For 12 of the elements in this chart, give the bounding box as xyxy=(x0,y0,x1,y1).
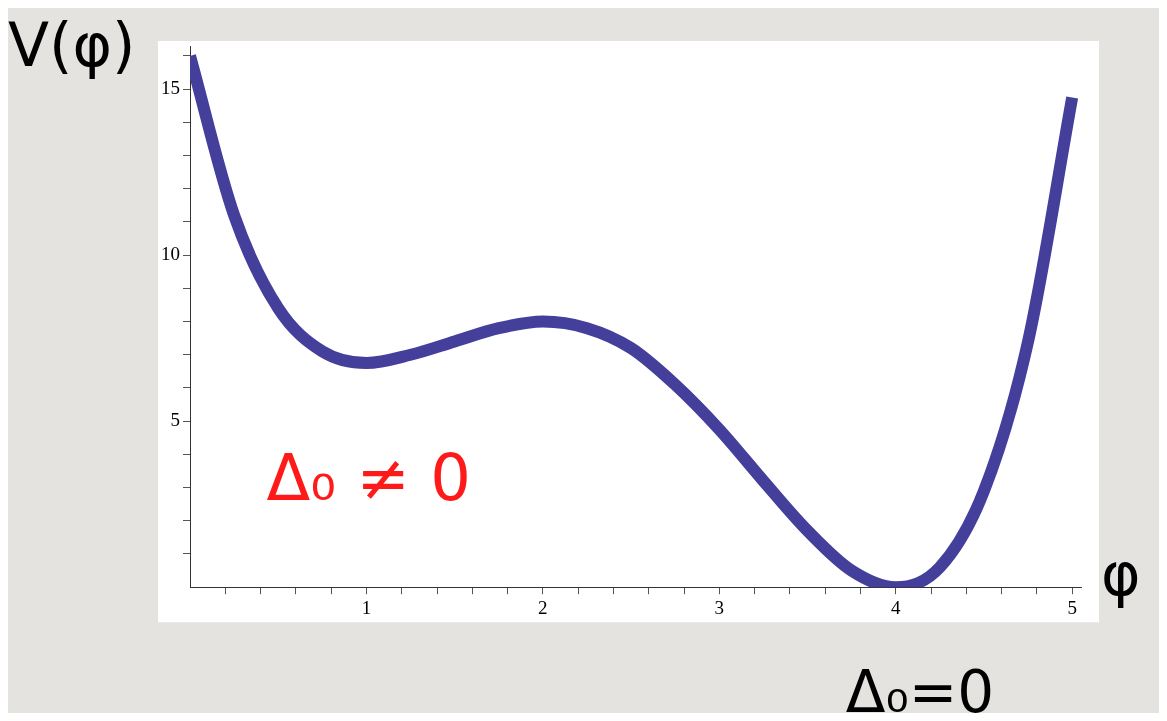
y-tick-label: 10 xyxy=(161,243,180,265)
y-tick-label: 5 xyxy=(170,409,180,431)
x-axis-title: φ xyxy=(1101,538,1141,609)
annotation: Δ₀ ≠ 0 xyxy=(266,440,471,515)
x-tick-label: 5 xyxy=(1067,596,1077,618)
y-tick-label: 15 xyxy=(161,77,180,99)
x-tick-label: 4 xyxy=(890,596,901,618)
x-tick-label: 1 xyxy=(361,596,372,618)
y-axis-title: V(φ) xyxy=(8,9,136,80)
annotation: Δ₀=0 xyxy=(845,658,995,721)
x-tick-label: 2 xyxy=(538,596,548,618)
x-tick-label: 3 xyxy=(714,596,725,618)
